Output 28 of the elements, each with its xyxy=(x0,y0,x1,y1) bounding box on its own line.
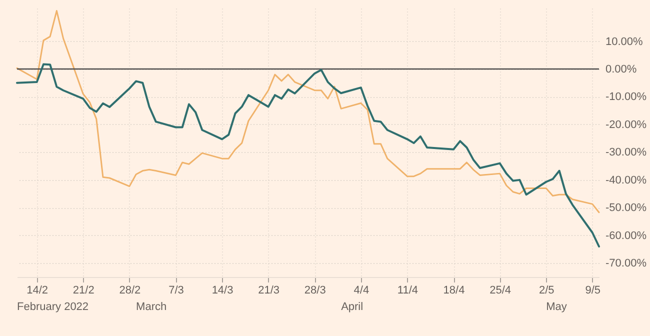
line-series xyxy=(16,10,600,214)
x-tick-label: 28/3 xyxy=(304,284,326,296)
line-series xyxy=(16,63,600,248)
x-tick-label: 2/5 xyxy=(538,284,554,296)
x-tick-label: 9/5 xyxy=(585,284,601,296)
x-tick-label: 11/4 xyxy=(397,284,418,296)
y-tick-label: -10.00% xyxy=(606,91,647,104)
x-tick-label: 18/4 xyxy=(443,284,465,296)
x-tick-label: 25/4 xyxy=(490,284,512,296)
x-tick-label: 21/2 xyxy=(72,284,94,296)
x-tick-label: 7/3 xyxy=(168,284,184,296)
y-tick-label: -40.00% xyxy=(606,174,647,186)
y-tick-label: -20.00% xyxy=(606,118,647,131)
y-tick-label: 0.00% xyxy=(606,64,637,76)
text: April xyxy=(341,301,364,313)
y-tick-label: -60.00% xyxy=(606,230,647,242)
x-tick-label: 28/2 xyxy=(119,284,141,296)
x-tick-label: 14/3 xyxy=(212,284,234,296)
y-tick-label: 10.00% xyxy=(606,36,644,48)
y-tick-label: -50.00% xyxy=(606,202,647,214)
text: February 2022 xyxy=(17,301,89,313)
x-tick-label: 4/4 xyxy=(354,284,370,296)
text: May xyxy=(546,301,568,313)
x-tick-label: 14/2 xyxy=(26,284,48,296)
y-tick-label: -30.00% xyxy=(606,146,647,159)
text: March xyxy=(136,301,167,313)
x-tick-label: 21/3 xyxy=(258,284,280,296)
y-tick-label: -70.00% xyxy=(606,258,647,270)
